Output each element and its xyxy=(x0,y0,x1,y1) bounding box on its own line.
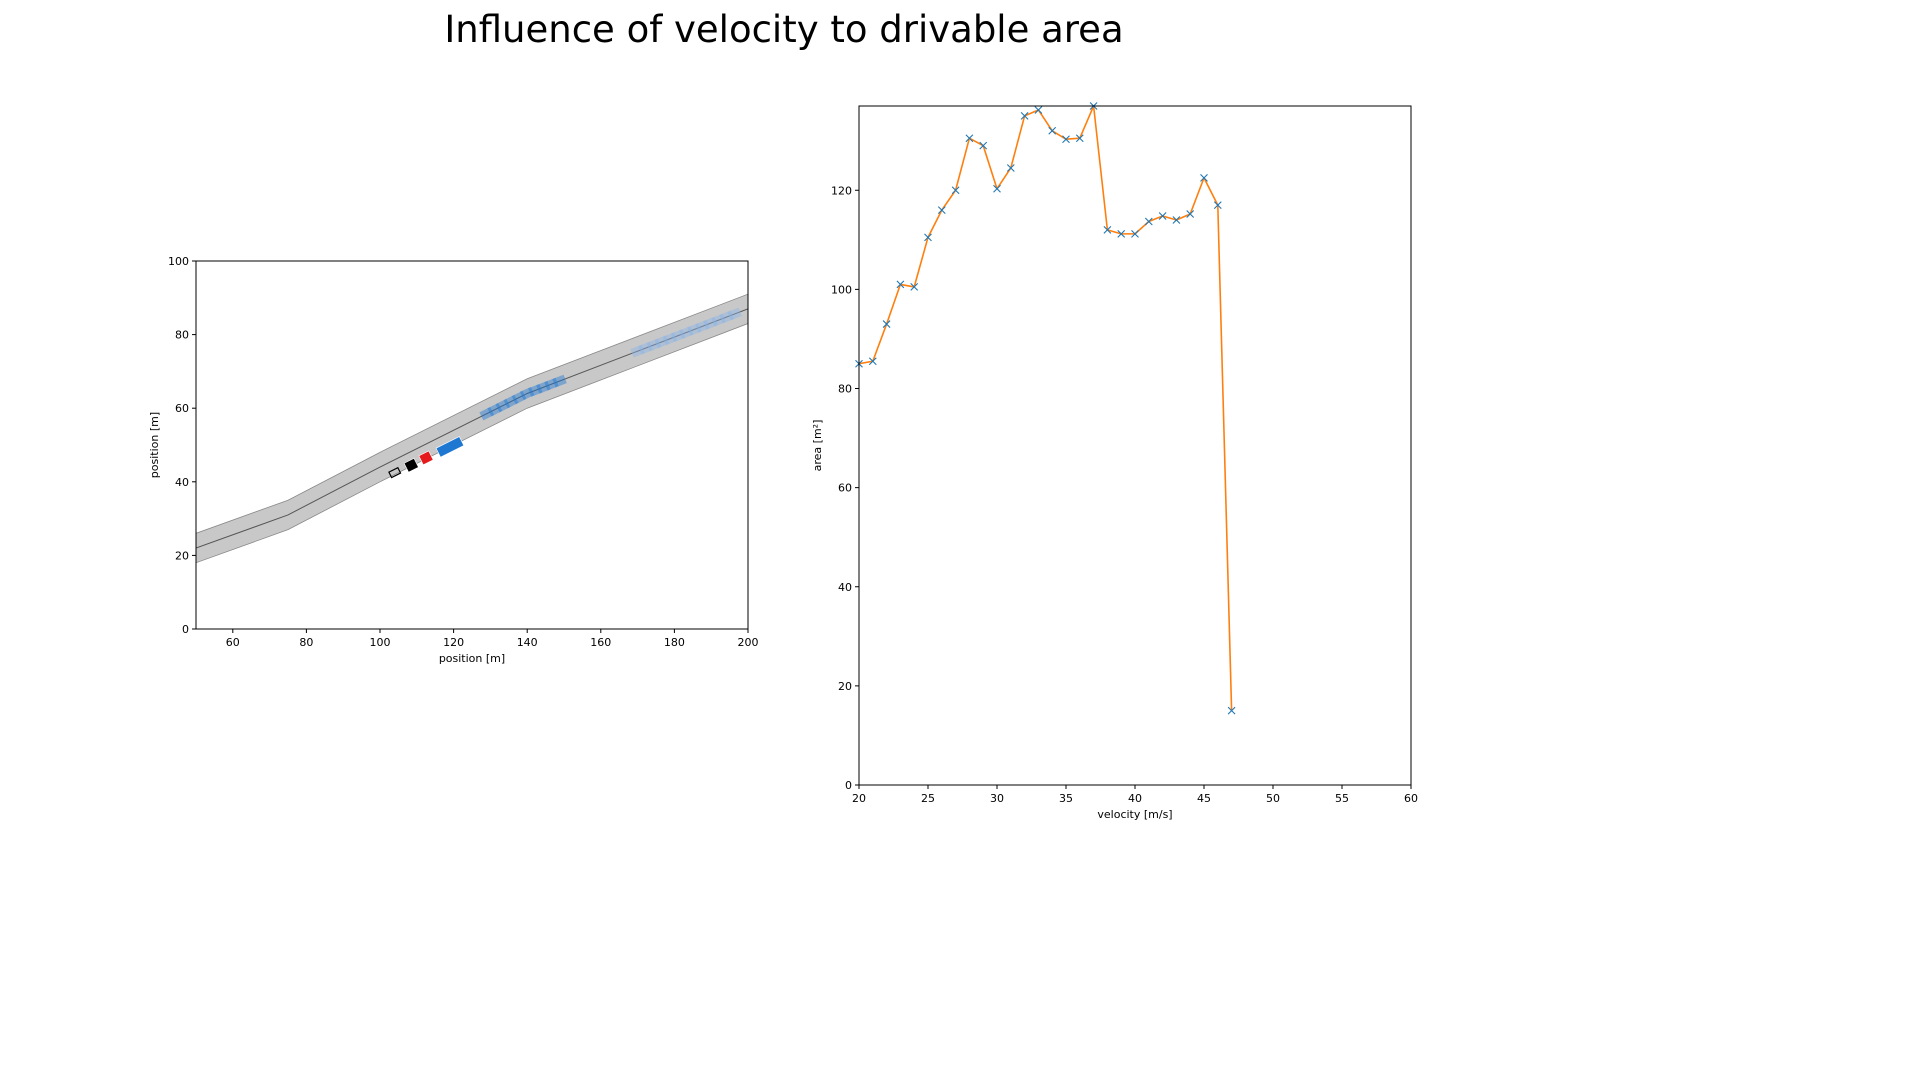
predicted-occupancy-box xyxy=(536,380,551,394)
x-tick-label: 60 xyxy=(1404,792,1418,805)
road-surface xyxy=(196,293,748,564)
y-tick-label: 100 xyxy=(831,283,852,296)
x-tick-label: 160 xyxy=(590,636,611,649)
x-tick-label: 50 xyxy=(1266,792,1280,805)
obstacle-vehicle xyxy=(418,450,434,466)
y-tick-label: 80 xyxy=(838,383,852,396)
data-point-marker xyxy=(1020,112,1029,120)
data-point-marker xyxy=(937,206,946,214)
y-axis-label: position [m] xyxy=(148,412,161,478)
predicted-occupancy-box xyxy=(703,316,718,330)
x-tick-label: 20 xyxy=(852,792,866,805)
predicted-occupancy-box xyxy=(654,335,670,349)
data-point-marker xyxy=(868,357,877,366)
obstacle-vehicle xyxy=(435,436,465,458)
predicted-occupancy-box xyxy=(687,323,702,336)
y-tick-label: 100 xyxy=(168,255,189,268)
y-tick-label: 60 xyxy=(838,482,852,495)
figure-title: Influence of velocity to drivable area xyxy=(444,8,1124,51)
predicted-occupancy-box xyxy=(528,384,543,397)
data-point-marker xyxy=(1186,210,1195,218)
map-plot-area xyxy=(196,293,748,564)
data-point-marker xyxy=(924,233,932,242)
predicted-occupancy-box xyxy=(630,344,645,358)
data-point-marker xyxy=(1131,229,1139,238)
x-tick-label: 200 xyxy=(738,636,759,649)
data-point-marker xyxy=(1117,229,1126,238)
predicted-occupancy-box xyxy=(662,332,678,346)
predicted-occupancy-box xyxy=(479,407,495,421)
predicted-occupancy-box xyxy=(638,341,653,355)
velocity-area-plot: 20 25 30 35 40 45 50 55 60020406080100120velocit… xyxy=(811,102,1418,821)
x-tick-label: 80 xyxy=(299,636,313,649)
predicted-occupancy-box xyxy=(711,313,726,327)
x-tick-label: 55 xyxy=(1335,792,1349,805)
y-tick-label: 0 xyxy=(182,623,189,636)
x-tick-label: 45 xyxy=(1197,792,1211,805)
ego-vehicle xyxy=(388,466,402,479)
data-point-marker xyxy=(1048,126,1057,135)
y-tick-label: 20 xyxy=(838,680,852,693)
predicted-occupancy-box xyxy=(503,394,519,409)
y-tick-label: 60 xyxy=(175,402,189,415)
y-tick-label: 40 xyxy=(175,476,189,489)
data-point-marker xyxy=(1158,212,1167,220)
data-point-marker xyxy=(1103,226,1112,234)
map-axes-frame xyxy=(195,260,749,630)
data-point-marker xyxy=(965,134,974,143)
data-point-marker xyxy=(1075,134,1084,143)
predicted-occupancy-box xyxy=(678,326,694,339)
data-point-marker xyxy=(1227,706,1236,715)
x-tick-label: 35 xyxy=(1059,792,1073,805)
predicted-occupancy-box xyxy=(552,374,567,388)
predicted-occupancy-box xyxy=(670,329,686,342)
x-tick-label: 30 xyxy=(990,792,1004,805)
data-point-marker xyxy=(896,280,905,289)
predicted-occupancy-box xyxy=(719,310,734,324)
data-point-marker xyxy=(951,186,960,195)
y-tick-label: 20 xyxy=(175,549,189,562)
figure-canvas: 60 80 100 120 140 160 180 200020406080100positi… xyxy=(148,102,1418,821)
x-tick-label: 140 xyxy=(517,636,538,649)
x-axis-label: position [m] xyxy=(439,652,505,665)
data-point-marker xyxy=(1006,164,1015,172)
data-point-marker xyxy=(1200,173,1208,182)
data-point-marker xyxy=(993,184,1001,193)
x-axis-label: velocity [m/s] xyxy=(1097,808,1172,821)
predicted-occupancy-box xyxy=(727,307,742,321)
predicted-occupancy-box xyxy=(511,390,527,405)
series-line xyxy=(859,106,1233,711)
x-tick-label: 60 xyxy=(226,636,240,649)
data-point-marker xyxy=(1172,216,1181,224)
data-point-marker xyxy=(910,283,919,291)
data-point-marker xyxy=(1144,217,1153,226)
predicted-occupancy-box xyxy=(646,338,662,352)
predicted-occupancy-box xyxy=(544,377,559,391)
predicted-occupancy-box xyxy=(495,398,511,413)
x-tick-label: 25 xyxy=(921,792,935,805)
predicted-occupancy-box xyxy=(487,402,503,417)
predicted-occupancy-box xyxy=(519,386,535,401)
data-point-marker xyxy=(1034,106,1043,114)
y-tick-label: 80 xyxy=(175,329,189,342)
y-tick-label: 40 xyxy=(838,581,852,594)
x-tick-label: 100 xyxy=(370,636,391,649)
road-map-plot: 60 80 100 120 140 160 180 200 0 20 40 60 80 100 positi… xyxy=(148,255,759,665)
y-axis-label: area [m²] xyxy=(811,420,824,472)
predicted-occupancy-box xyxy=(695,319,710,333)
x-tick-label: 120 xyxy=(443,636,464,649)
line-axes-frame xyxy=(858,105,1412,786)
data-point-marker xyxy=(1213,201,1222,210)
obstacle-vehicle xyxy=(403,457,419,473)
y-tick-label: 0 xyxy=(845,779,852,792)
road-centerline xyxy=(196,308,748,549)
data-point-marker xyxy=(882,320,891,328)
x-tick-label: 180 xyxy=(664,636,685,649)
data-point-marker xyxy=(1062,135,1070,144)
data-point-marker xyxy=(979,141,988,150)
x-tick-label: 40 xyxy=(1128,792,1142,805)
line-plot-area xyxy=(859,106,1233,711)
y-tick-label: 120 xyxy=(831,184,852,197)
